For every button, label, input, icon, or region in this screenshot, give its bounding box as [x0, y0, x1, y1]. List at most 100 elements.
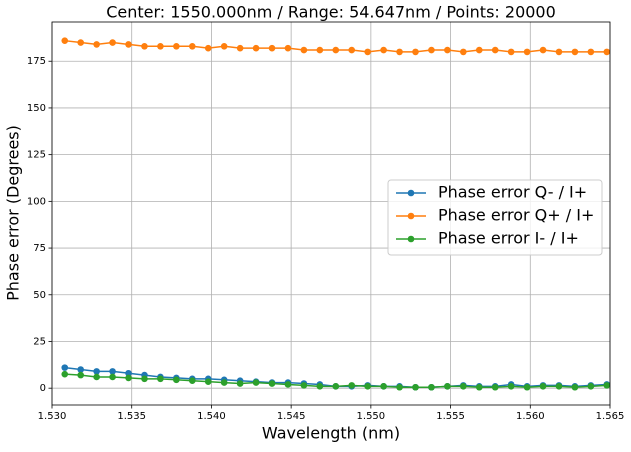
y-tick-label: 100: [27, 196, 46, 207]
x-tick-label: 1.540: [197, 411, 226, 422]
data-point: [412, 383, 419, 391]
data-point: [523, 383, 531, 391]
data-point: [236, 380, 244, 387]
data-point: [141, 375, 148, 383]
data-point: [268, 380, 276, 387]
legend-box: [387, 179, 603, 256]
x-tick-label: 1.530: [38, 411, 67, 422]
data-point: [364, 383, 371, 390]
data-point: [539, 383, 547, 390]
data-point: [252, 379, 260, 386]
y-tick-label: 25: [33, 336, 46, 347]
x-tick-label: 1.560: [516, 411, 545, 422]
y-tick-label: 150: [27, 103, 46, 114]
data-point: [555, 383, 563, 390]
data-point: [61, 370, 69, 378]
data-point: [61, 364, 69, 371]
data-point: [93, 368, 100, 375]
data-point: [348, 382, 356, 389]
data-point: [428, 46, 435, 54]
data-point: [236, 44, 244, 52]
x-tick-label: 1.550: [357, 411, 386, 422]
data-point: [460, 48, 467, 56]
x-axis-label: Wavelength (nm): [262, 424, 400, 443]
data-point: [380, 46, 387, 54]
data-point: [332, 46, 340, 54]
data-point: [188, 42, 196, 50]
data-point: [188, 377, 196, 385]
data-point: [284, 44, 292, 52]
data-point: [93, 373, 100, 381]
data-point: [220, 42, 228, 50]
data-point: [491, 383, 499, 391]
data-point: [603, 48, 610, 56]
data-point: [252, 44, 260, 52]
y-tick-label: 50: [33, 290, 46, 301]
data-point: [125, 374, 132, 382]
data-point: [475, 383, 483, 391]
data-point: [316, 383, 324, 390]
data-point: [300, 382, 308, 389]
data-point: [173, 42, 180, 50]
data-point: [396, 48, 403, 56]
data-point: [555, 48, 563, 56]
x-tick-label: 1.565: [596, 411, 625, 422]
legend-marker: [407, 235, 415, 243]
data-point: [507, 383, 515, 390]
data-point: [539, 46, 547, 54]
data-point: [77, 371, 84, 379]
data-point: [204, 378, 212, 385]
plot-frame: [51, 21, 611, 406]
data-point: [412, 48, 419, 56]
data-point: [109, 368, 116, 375]
y-tick-label: 0: [40, 383, 46, 394]
legend-marker: [407, 212, 415, 220]
x-tick-label: 1.535: [117, 411, 146, 422]
legend-marker: [407, 189, 415, 197]
data-point: [571, 48, 579, 56]
data-point: [587, 48, 595, 56]
data-point: [141, 42, 148, 50]
x-tick-label: 1.545: [277, 411, 306, 422]
data-point: [587, 383, 595, 390]
data-point: [444, 46, 451, 54]
data-point: [125, 41, 132, 48]
data-point: [284, 381, 292, 388]
legend-label: Phase error Q- / I+: [438, 183, 587, 202]
data-point: [204, 44, 212, 52]
data-point: [300, 46, 308, 54]
data-point: [364, 48, 371, 56]
data-point: [332, 383, 340, 390]
data-point: [571, 383, 579, 391]
data-point: [157, 375, 164, 383]
data-point: [475, 46, 483, 54]
data-point: [444, 383, 451, 390]
data-point: [109, 373, 116, 381]
data-point: [157, 42, 164, 50]
data-point: [507, 48, 515, 56]
legend-label: Phase error I- / I+: [438, 229, 579, 248]
data-point: [603, 382, 610, 389]
data-point: [61, 37, 69, 44]
data-point: [316, 46, 324, 54]
legend-label: Phase error Q+ / I+: [438, 206, 594, 225]
data-point: [125, 369, 132, 377]
data-point: [380, 383, 387, 390]
y-tick-label: 125: [27, 150, 46, 161]
data-point: [428, 383, 435, 391]
y-tick-label: 175: [27, 56, 46, 67]
data-point: [348, 46, 356, 54]
data-point: [93, 41, 100, 48]
data-point: [491, 46, 499, 54]
data-point: [268, 44, 276, 52]
data-point: [109, 39, 116, 46]
x-tick-label: 1.555: [436, 411, 465, 422]
data-point: [77, 366, 84, 373]
plot-area: [61, 37, 610, 391]
data-point: [523, 48, 531, 56]
data-point: [460, 383, 467, 390]
chart-title: Center: 1550.000nm / Range: 54.647nm / P…: [106, 3, 556, 22]
data-point: [396, 383, 403, 391]
y-axis-label: Phase error (Degrees): [4, 125, 23, 301]
